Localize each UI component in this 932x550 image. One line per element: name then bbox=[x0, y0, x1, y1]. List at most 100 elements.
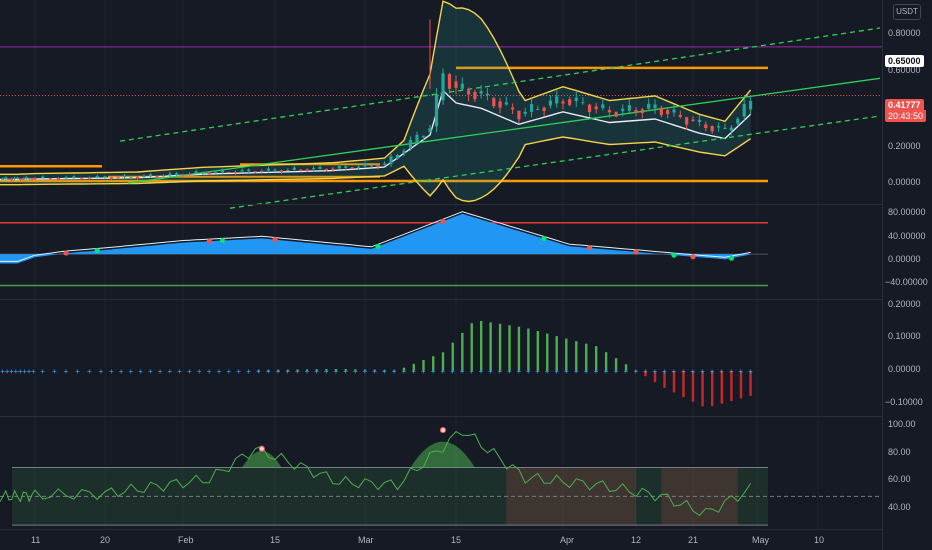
candle-body bbox=[389, 156, 393, 165]
candle-body bbox=[273, 169, 277, 171]
zero-cross-marker: + bbox=[295, 367, 300, 376]
candle-body bbox=[659, 107, 663, 116]
rsi-overbought-fill bbox=[410, 441, 475, 468]
candle-body bbox=[723, 127, 727, 130]
signal-dot bbox=[272, 237, 278, 243]
zero-cross-marker: + bbox=[535, 367, 540, 376]
zero-cross-marker: + bbox=[227, 367, 232, 376]
candle-body bbox=[473, 91, 477, 100]
candle-body bbox=[214, 172, 218, 174]
candle-body bbox=[729, 127, 733, 131]
zero-cross-marker: + bbox=[27, 367, 32, 376]
signal-dot bbox=[586, 245, 593, 251]
zero-cross-marker: + bbox=[0, 367, 5, 376]
candle-body bbox=[736, 118, 740, 124]
zero-cross-marker: + bbox=[197, 367, 202, 376]
bollinger-lower bbox=[0, 136, 751, 203]
candle-body bbox=[363, 163, 367, 167]
currency-button[interactable]: USDT bbox=[893, 4, 921, 20]
candle-body bbox=[201, 172, 205, 174]
candle-body bbox=[12, 178, 17, 180]
candle-body bbox=[253, 171, 257, 173]
candle-body bbox=[324, 168, 329, 170]
zero-cross-marker: + bbox=[148, 367, 153, 376]
candle-body bbox=[466, 90, 471, 95]
candle-body bbox=[331, 168, 335, 170]
signal-dot bbox=[206, 238, 212, 244]
pane-separator[interactable] bbox=[0, 416, 882, 417]
candle-body bbox=[356, 166, 361, 168]
zero-cross-marker: + bbox=[488, 367, 493, 376]
osc1-tick: 80.00000 bbox=[888, 207, 926, 217]
oscillator-area bbox=[0, 213, 751, 264]
candle-body bbox=[10, 178, 14, 181]
zero-cross-marker: + bbox=[266, 367, 271, 376]
candle-body bbox=[181, 174, 185, 176]
osc2-tick: 0.00000 bbox=[888, 364, 921, 374]
candle-body bbox=[691, 119, 695, 122]
candle-body bbox=[498, 101, 502, 108]
candle-body bbox=[408, 140, 413, 149]
zero-cross-marker: + bbox=[246, 367, 251, 376]
candle-body bbox=[174, 173, 179, 175]
rsi-peak-marker bbox=[258, 445, 265, 452]
zero-cross-marker: + bbox=[691, 367, 696, 376]
candle-body bbox=[678, 114, 682, 117]
zero-cross-marker: + bbox=[507, 367, 512, 376]
candle-body bbox=[742, 103, 746, 117]
candle-body bbox=[15, 177, 20, 179]
candle-body bbox=[227, 171, 231, 173]
osc1-tick: −40.00000 bbox=[885, 277, 928, 287]
last-price-tag: 0.41777 bbox=[885, 99, 924, 111]
candle-body bbox=[1, 178, 5, 180]
zero-cross-marker: + bbox=[469, 367, 474, 376]
osc3-tick: 80.00 bbox=[888, 447, 911, 457]
pane-separator[interactable] bbox=[0, 204, 882, 205]
candle-body bbox=[311, 168, 316, 170]
rsi-band bbox=[12, 467, 768, 526]
candle-body bbox=[749, 100, 753, 110]
price-tick: 0.60000 bbox=[888, 65, 921, 75]
zero-cross-marker: + bbox=[168, 367, 173, 376]
candle-body bbox=[382, 163, 387, 165]
candle-body bbox=[492, 98, 496, 107]
zero-cross-marker: + bbox=[5, 367, 10, 376]
candle-body bbox=[697, 119, 701, 123]
candle-body bbox=[148, 174, 153, 177]
time-tick: Apr bbox=[560, 535, 575, 545]
price-tick: 0.00000 bbox=[888, 177, 921, 187]
candle-body bbox=[279, 170, 284, 173]
candle-body bbox=[415, 134, 419, 143]
candle-body bbox=[479, 91, 483, 94]
candle-body bbox=[587, 104, 592, 113]
pane-separator[interactable] bbox=[0, 299, 882, 300]
time-tick: May bbox=[752, 535, 770, 545]
price-axis-separator bbox=[882, 0, 883, 550]
candle-body bbox=[594, 106, 598, 110]
signal-dot bbox=[440, 218, 446, 224]
candle-body bbox=[48, 178, 53, 180]
zero-cross-marker: + bbox=[431, 367, 436, 376]
zero-cross-marker: + bbox=[177, 367, 182, 376]
zero-cross-marker: + bbox=[653, 367, 658, 376]
trend-channel-upper bbox=[119, 27, 881, 142]
trend-channel-lower bbox=[229, 115, 881, 209]
candle-body bbox=[109, 177, 114, 179]
signal-dot bbox=[690, 254, 696, 260]
time-tick: Feb bbox=[178, 535, 194, 545]
osc1-tick: 0.00000 bbox=[888, 254, 921, 264]
candle-body bbox=[30, 178, 34, 180]
candle-body bbox=[56, 178, 60, 180]
zero-cross-marker: + bbox=[158, 367, 163, 376]
zero-cross-marker: + bbox=[460, 367, 465, 376]
signal-dot bbox=[671, 252, 677, 258]
zero-cross-marker: + bbox=[119, 367, 124, 376]
candle-body bbox=[155, 175, 159, 177]
zero-cross-marker: + bbox=[314, 367, 319, 376]
candle-body bbox=[80, 177, 84, 179]
time-tick: 11 bbox=[31, 535, 41, 545]
time-tick: 12 bbox=[631, 535, 642, 545]
zero-cross-marker: + bbox=[624, 367, 629, 376]
osc1-tick: 40.00000 bbox=[888, 231, 926, 241]
